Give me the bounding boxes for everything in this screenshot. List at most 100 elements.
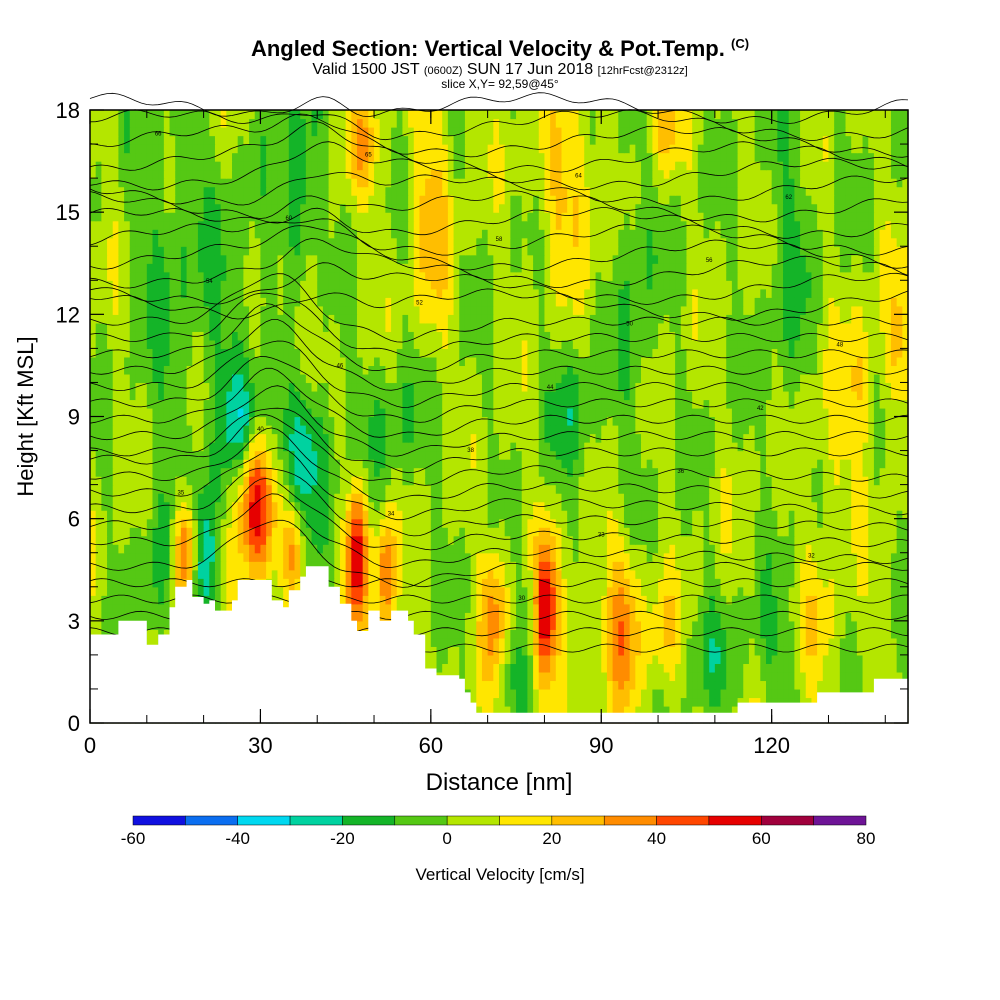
velocity-cell <box>180 501 188 511</box>
velocity-cell <box>516 459 523 469</box>
velocity-cell <box>828 476 835 486</box>
velocity-cell <box>731 620 739 630</box>
velocity-cell <box>680 620 688 630</box>
velocity-cell <box>618 535 625 545</box>
velocity-cell <box>129 433 137 443</box>
velocity-cell <box>538 544 546 554</box>
velocity-cell <box>419 612 426 622</box>
velocity-cell <box>368 425 375 435</box>
velocity-cell <box>703 459 710 469</box>
velocity-cell <box>243 535 250 545</box>
velocity-cell <box>658 578 665 588</box>
velocity-cell <box>453 484 460 494</box>
velocity-cell <box>675 603 682 613</box>
velocity-cell <box>95 425 102 435</box>
velocity-cell <box>845 442 852 452</box>
velocity-cell <box>158 433 165 443</box>
velocity-cell <box>447 501 455 511</box>
velocity-cell <box>430 663 438 673</box>
velocity-cell <box>260 518 267 528</box>
velocity-cell <box>771 680 778 690</box>
velocity-cell <box>845 484 852 494</box>
velocity-cell <box>356 552 364 562</box>
velocity-cell <box>902 484 909 494</box>
velocity-cell <box>885 620 892 630</box>
velocity-cell <box>601 425 608 435</box>
velocity-cell <box>271 535 279 545</box>
velocity-cell <box>726 697 733 707</box>
velocity-cell <box>101 501 108 511</box>
velocity-cell <box>203 595 210 605</box>
velocity-cell <box>641 467 648 477</box>
velocity-cell <box>408 433 415 443</box>
velocity-cell <box>771 688 778 699</box>
velocity-cell <box>765 688 773 699</box>
velocity-cell <box>868 493 875 503</box>
velocity-cell <box>669 467 676 477</box>
velocity-cell <box>391 493 398 503</box>
velocity-cell <box>578 552 585 562</box>
velocity-cell <box>408 459 415 469</box>
velocity-cell <box>197 527 205 537</box>
velocity-cell <box>890 586 898 596</box>
velocity-cell <box>345 595 352 605</box>
velocity-cell <box>249 442 256 452</box>
velocity-cell <box>783 629 790 639</box>
velocity-cell <box>521 578 528 588</box>
velocity-cell <box>663 501 671 511</box>
velocity-cell <box>516 603 523 613</box>
velocity-cell <box>425 629 432 639</box>
velocity-cell <box>822 544 830 554</box>
velocity-cell <box>203 459 210 469</box>
velocity-cell <box>777 510 784 520</box>
velocity-cell <box>686 501 693 511</box>
velocity-cell <box>470 459 477 469</box>
velocity-cell <box>197 561 205 571</box>
velocity-cell <box>629 705 636 716</box>
velocity-cell <box>794 561 801 571</box>
velocity-cell <box>481 459 489 469</box>
velocity-cell <box>521 569 528 579</box>
velocity-cell <box>510 442 517 452</box>
velocity-cell <box>447 467 455 477</box>
velocity-cell <box>805 433 813 443</box>
velocity-cell <box>851 510 858 520</box>
velocity-cell <box>226 493 233 503</box>
velocity-cell <box>623 442 631 452</box>
velocity-cell <box>612 612 619 622</box>
velocity-cell <box>129 493 137 503</box>
velocity-cell <box>220 510 227 520</box>
velocity-cell <box>487 527 494 537</box>
velocity-cell <box>300 459 307 469</box>
velocity-cell <box>527 476 534 486</box>
velocity-cell <box>453 510 460 520</box>
velocity-cell <box>538 654 546 664</box>
velocity-cell <box>845 578 852 588</box>
velocity-cell <box>788 663 795 673</box>
velocity-cell <box>442 586 449 596</box>
velocity-cell <box>794 484 801 494</box>
velocity-cell <box>180 518 188 528</box>
velocity-cell <box>527 493 534 503</box>
velocity-cell <box>305 552 313 562</box>
velocity-cell <box>277 467 284 477</box>
velocity-cell <box>737 620 744 630</box>
velocity-cell <box>623 612 631 622</box>
velocity-cell <box>550 493 557 503</box>
velocity-cell <box>283 578 290 588</box>
velocity-cell <box>300 544 307 554</box>
velocity-cell <box>453 629 460 639</box>
velocity-cell <box>646 484 653 494</box>
velocity-cell <box>374 518 381 528</box>
velocity-cell <box>356 518 364 528</box>
velocity-cell <box>90 629 97 639</box>
velocity-cell <box>249 476 256 486</box>
velocity-cell <box>680 518 688 528</box>
velocity-cell <box>703 705 710 716</box>
velocity-cell <box>567 433 574 443</box>
velocity-cell <box>408 450 415 460</box>
velocity-cell <box>470 603 477 613</box>
velocity-cell <box>658 569 665 579</box>
velocity-cell <box>419 510 426 520</box>
velocity-cell <box>885 654 892 664</box>
